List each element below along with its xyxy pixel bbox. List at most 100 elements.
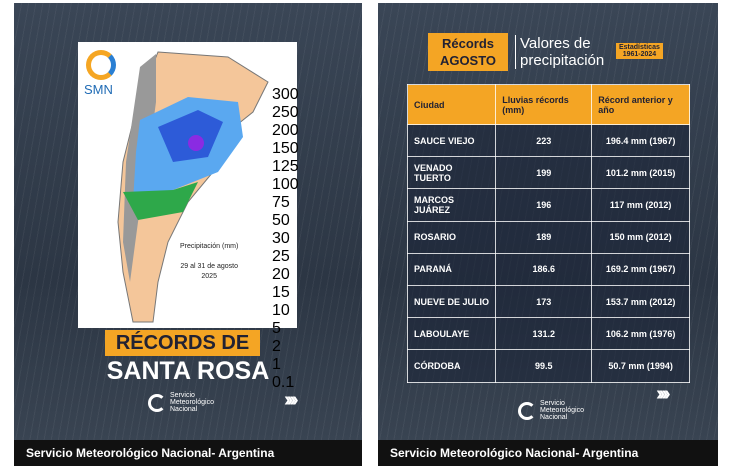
table-row: LABOULAYE 131.2 106.2 mm (1976) xyxy=(406,317,690,351)
legend-row: 50 xyxy=(272,212,302,230)
header-cell: Lluvias récords (mm) xyxy=(495,84,593,125)
table-cell: 196.4 mm (1967) xyxy=(591,123,690,158)
legend-row: 250 xyxy=(272,104,302,122)
legend-label: 10 xyxy=(272,302,290,319)
table-row: SAUCE VIEJO 223 196.4 mm (1967) xyxy=(406,123,690,158)
table-row: CÓRDOBA 99.5 50.7 mm (1994) xyxy=(406,349,690,383)
table-cell: 50.7 mm (1994) xyxy=(591,349,690,383)
table-cell: 189 xyxy=(495,220,593,254)
legend-label: 5 xyxy=(272,320,281,337)
brand: Servicio Meteorológico Nacional xyxy=(148,392,214,413)
left-post: SMN 300 250 200 150 125 100 75 50 30 25 20 15 10 5 2 1 0… xyxy=(14,3,362,466)
right-post: Récords AGOSTO Valores de precipitación Es… xyxy=(378,3,718,466)
brand-line: Servicio xyxy=(540,400,565,407)
table-row: NUEVE DE JULIO 173 153.7 mm (2012) xyxy=(406,284,690,319)
brand-icon xyxy=(518,401,536,420)
footer: Servicio Meteorológico Nacional- Argenti… xyxy=(14,440,362,466)
legend-row: 15 xyxy=(272,284,302,302)
legend-label: 100 xyxy=(272,176,299,193)
table-row: VENADO TUERTO 199 101.2 mm (2015) xyxy=(406,156,690,190)
table-cell: NUEVE DE JULIO xyxy=(406,284,497,319)
legend-row: 1 xyxy=(272,356,302,374)
brand-line: Meteorológico xyxy=(540,407,584,414)
map-box: SMN 300 250 200 150 125 100 75 50 30 25 20 15 10 5 2 1 0… xyxy=(78,42,299,391)
table-cell: 186.6 xyxy=(495,252,593,286)
badge: Récords AGOSTO xyxy=(428,33,508,71)
legend-row: 30 xyxy=(272,230,302,248)
legend-label: 15 xyxy=(272,284,290,301)
header-cell: Récord anterior y año xyxy=(591,84,690,125)
caption-line: 29 al 31 de agosto xyxy=(180,263,238,270)
legend-row: 10 xyxy=(272,302,302,320)
legend-row: 20 xyxy=(272,266,302,284)
chevrons: ›››› xyxy=(656,383,671,405)
legend-label: 50 xyxy=(272,212,290,229)
logo-text: SMN xyxy=(84,82,113,97)
stats-badge: Estadísticas 1961-2024 xyxy=(616,43,663,59)
legend-label: 2 xyxy=(272,338,281,355)
title: SANTA ROSA xyxy=(106,357,270,385)
table-cell: VENADO TUERTO xyxy=(406,156,497,190)
stats-line: Estadísticas xyxy=(619,44,660,51)
badge-line: Récords xyxy=(441,36,495,51)
table-row: PARANÁ 186.6 169.2 mm (1967) xyxy=(406,252,690,286)
brand-line: Nacional xyxy=(170,406,198,413)
legend-label: 30 xyxy=(272,230,290,247)
table-cell: 153.7 mm (2012) xyxy=(591,284,690,319)
legend-label: 125 xyxy=(272,158,299,175)
legend-label: 0.1 xyxy=(272,374,295,391)
brand-line: Nacional xyxy=(540,414,568,421)
footer: Servicio Meteorológico Nacional- Argenti… xyxy=(378,440,718,466)
legend-label: 1 xyxy=(272,356,281,373)
table-row: MARCOS JUÁREZ 196 117 mm (2012) xyxy=(406,188,690,222)
map-caption: Precipitación (mm) 29 al 31 de agosto 20… xyxy=(180,242,238,282)
legend-label: 25 xyxy=(272,248,290,265)
legend-row: 2 xyxy=(272,338,302,356)
chevrons: ›››› xyxy=(284,389,299,411)
legend-label: 20 xyxy=(272,266,290,283)
table-cell: MARCOS JUÁREZ xyxy=(406,188,497,222)
table-cell: 196 xyxy=(495,188,593,222)
map xyxy=(117,51,269,323)
brand-line: Servicio xyxy=(170,392,195,399)
table-cell: 150 mm (2012) xyxy=(591,220,690,254)
caption-line: Precipitación (mm) xyxy=(180,243,239,250)
records-table: Ciudad Lluvias récords (mm) Récord anterio… xyxy=(406,84,690,383)
table-row: ROSARIO 189 150 mm (2012) xyxy=(406,220,690,254)
legend-row: 5 xyxy=(272,320,302,338)
header-cell: Ciudad xyxy=(406,84,497,125)
brand-icon xyxy=(148,393,166,412)
title-badge: RÉCORDS DE xyxy=(105,330,260,356)
table-cell: 173 xyxy=(495,284,593,319)
heading: Valores de precipitación xyxy=(515,35,604,69)
table-cell: 169.2 mm (1967) xyxy=(591,252,690,286)
legend-row: 25 xyxy=(272,248,302,266)
table-cell: 199 xyxy=(495,156,593,190)
brand: Servicio Meteorológico Nacional xyxy=(518,400,584,421)
table-cell: 131.2 xyxy=(495,317,593,351)
legend-label: 200 xyxy=(272,122,299,139)
table-cell: LABOULAYE xyxy=(406,317,497,351)
header-row: Ciudad Lluvias récords (mm) Récord anterio… xyxy=(406,84,690,125)
table-cell: 101.2 mm (2015) xyxy=(591,156,690,190)
legend-row: 150 xyxy=(272,140,302,158)
heading-line: Valores de xyxy=(520,35,591,52)
stats-line: 1961-2024 xyxy=(622,51,657,58)
brand-line: Meteorológico xyxy=(170,399,214,406)
table-cell: PARANÁ xyxy=(406,252,497,286)
legend-row: 100 xyxy=(272,176,302,194)
table-cell: SAUCE VIEJO xyxy=(406,123,497,158)
legend-label: 75 xyxy=(272,194,290,211)
legend-row: 125 xyxy=(272,158,302,176)
legend-row: 300 xyxy=(272,86,302,104)
table-cell: 106.2 mm (1976) xyxy=(591,317,690,351)
table-cell: 223 xyxy=(495,123,593,158)
legend-label: 150 xyxy=(272,140,299,157)
legend: 300 250 200 150 125 100 75 50 30 25 20 15 10 5 2 1 0.1 xyxy=(272,86,302,391)
caption-line: 2025 xyxy=(201,273,217,280)
legend-row: 0.1 xyxy=(272,374,302,392)
badge-line: AGOSTO xyxy=(439,53,497,68)
table-cell: CÓRDOBA xyxy=(406,349,497,383)
legend-label: 300 xyxy=(272,86,299,103)
